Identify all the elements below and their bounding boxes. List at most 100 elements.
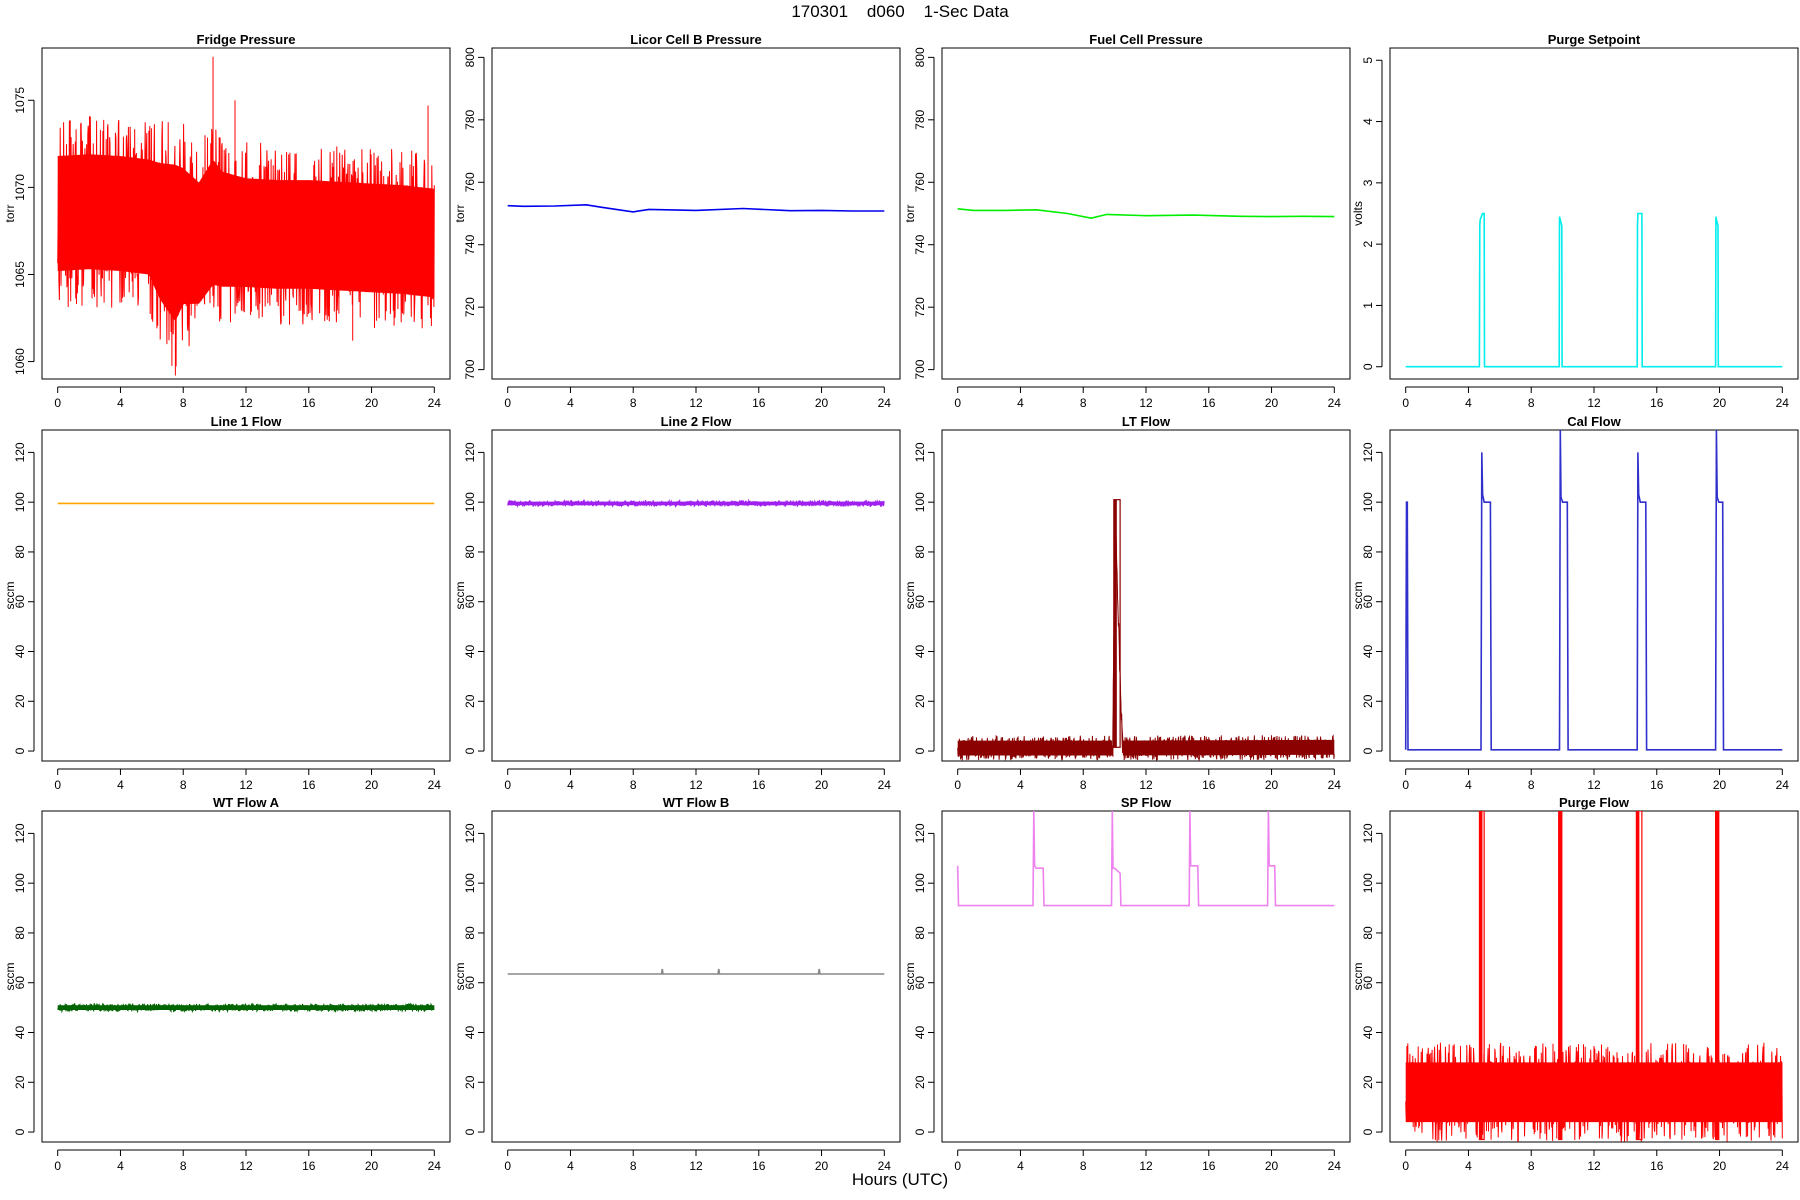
- y-tick-label: 100: [913, 492, 927, 512]
- y-tick-label: 20: [1361, 694, 1375, 708]
- x-tick-label: 20: [1265, 1159, 1279, 1173]
- y-tick-label: 2: [1361, 240, 1375, 247]
- x-tick-label: 8: [1080, 778, 1087, 792]
- x-tick-label: 8: [630, 396, 637, 410]
- x-tick-label: 24: [428, 1159, 442, 1173]
- x-tick-label: 24: [1328, 1159, 1342, 1173]
- series-line: [957, 208, 1335, 220]
- x-tick-label: 8: [630, 778, 637, 792]
- y-axis-unit: torr: [3, 204, 17, 222]
- series-group: [57, 1002, 435, 1014]
- y-tick-label: 120: [13, 442, 27, 462]
- chart-title: Fridge Pressure: [197, 32, 296, 47]
- y-axis-unit: torr: [903, 204, 917, 222]
- x-tick-label: 4: [567, 1159, 574, 1173]
- series-group: [507, 203, 885, 213]
- x-tick-label: 24: [1328, 396, 1342, 410]
- x-tick-label: 16: [1202, 1159, 1216, 1173]
- plot-frame: [941, 47, 1351, 380]
- y-tick-label: 760: [463, 172, 477, 192]
- y-tick-label: 1070: [13, 174, 27, 201]
- y-tick-label: 120: [1361, 823, 1375, 843]
- y-tick-label: 0: [1361, 363, 1375, 370]
- y-tick-label: 0: [1361, 747, 1375, 754]
- x-tick-label: 8: [1080, 396, 1087, 410]
- x-tick-label: 0: [954, 1159, 961, 1173]
- y-tick-label: 20: [913, 694, 927, 708]
- x-tick-label: 20: [1713, 396, 1727, 410]
- y-tick-label: 120: [13, 823, 27, 843]
- x-tick-label: 16: [752, 396, 766, 410]
- x-tick-label: 4: [117, 396, 124, 410]
- y-tick-label: 60: [463, 976, 477, 990]
- chart-title: LT Flow: [1122, 414, 1171, 429]
- x-tick-label: 16: [752, 778, 766, 792]
- chart-title: Purge Setpoint: [1548, 32, 1641, 47]
- x-tick-label: 20: [815, 396, 829, 410]
- x-tick-label: 24: [1776, 778, 1790, 792]
- y-tick-label: 120: [463, 823, 477, 843]
- y-tick-label: 40: [463, 1026, 477, 1040]
- y-tick-label: 0: [463, 747, 477, 754]
- y-tick-label: 700: [913, 359, 927, 379]
- y-axis-unit: sccm: [903, 963, 917, 991]
- y-axis-unit: sccm: [3, 582, 17, 610]
- y-tick-label: 80: [913, 926, 927, 940]
- y-tick-label: 800: [913, 47, 927, 67]
- plot-frame: [491, 810, 901, 1143]
- x-tick-label: 0: [954, 396, 961, 410]
- x-tick-label: 4: [1465, 396, 1472, 410]
- x-tick-label: 16: [752, 1159, 766, 1173]
- y-axis-unit: volts: [1351, 201, 1365, 226]
- x-tick-label: 16: [302, 1159, 316, 1173]
- y-tick-label: 100: [463, 873, 477, 893]
- x-tick-label: 16: [302, 778, 316, 792]
- x-tick-label: 20: [365, 778, 379, 792]
- y-tick-label: 1: [1361, 302, 1375, 309]
- y-tick-label: 20: [463, 1075, 477, 1089]
- x-tick-label: 12: [689, 396, 703, 410]
- y-tick-label: 40: [463, 645, 477, 659]
- x-tick-label: 12: [1587, 396, 1601, 410]
- y-tick-label: 40: [1361, 645, 1375, 659]
- y-tick-label: 40: [913, 645, 927, 659]
- y-tick-label: 120: [1361, 442, 1375, 462]
- x-tick-label: 12: [1139, 778, 1153, 792]
- y-tick-label: 0: [913, 747, 927, 754]
- y-tick-label: 720: [463, 297, 477, 317]
- y-tick-label: 120: [463, 442, 477, 462]
- x-tick-label: 24: [878, 396, 892, 410]
- series-group: [1405, 212, 1783, 368]
- series-band: [57, 1005, 435, 1010]
- pulse-fill: [1479, 811, 1483, 1140]
- x-tick-label: 12: [689, 778, 703, 792]
- y-tick-label: 40: [913, 1026, 927, 1040]
- plot-frame: [941, 429, 1351, 762]
- y-tick-label: 80: [1361, 926, 1375, 940]
- x-tick-label: 8: [630, 1159, 637, 1173]
- series-group: [507, 498, 885, 509]
- page-title: 170301 d060 1-Sec Data: [791, 2, 1009, 21]
- y-tick-label: 740: [463, 234, 477, 254]
- y-tick-label: 120: [913, 823, 927, 843]
- chart-title: Fuel Cell Pressure: [1089, 32, 1202, 47]
- y-tick-label: 700: [463, 359, 477, 379]
- y-tick-label: 80: [13, 545, 27, 559]
- x-tick-label: 4: [567, 778, 574, 792]
- x-tick-label: 0: [54, 396, 61, 410]
- y-axis-unit: torr: [453, 204, 467, 222]
- series-band: [57, 154, 435, 321]
- chart-title: WT Flow B: [663, 795, 729, 810]
- x-tick-label: 0: [1402, 1159, 1409, 1173]
- y-tick-label: 100: [13, 492, 27, 512]
- y-tick-label: 780: [913, 109, 927, 129]
- series-band: [507, 501, 885, 506]
- y-tick-label: 60: [13, 976, 27, 990]
- y-tick-label: 20: [1361, 1075, 1375, 1089]
- y-axis-unit: sccm: [1351, 582, 1365, 610]
